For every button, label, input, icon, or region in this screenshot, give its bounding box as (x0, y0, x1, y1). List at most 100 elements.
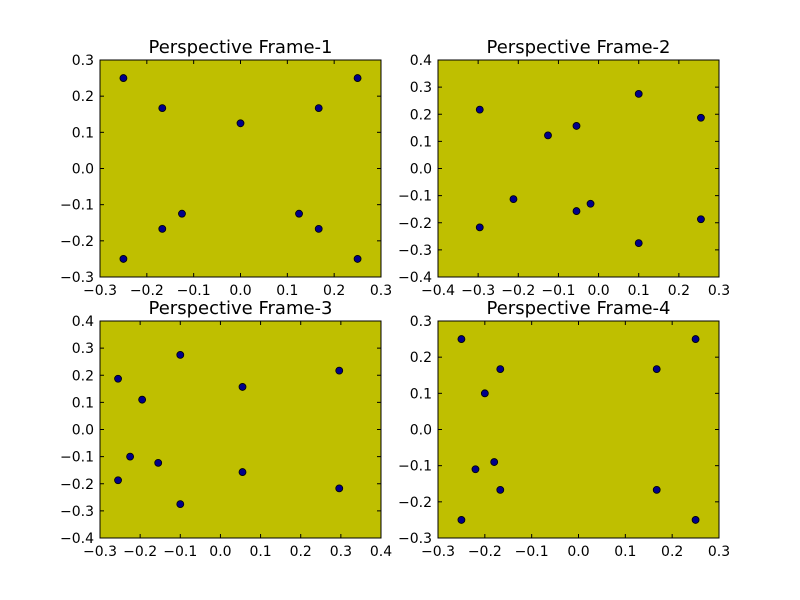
data-point (154, 458, 163, 467)
x-tick-label: −0.4 (421, 283, 455, 299)
data-point (314, 104, 323, 113)
data-point (238, 468, 247, 476)
y-tick-label: 0.2 (72, 89, 94, 105)
axes-frame (99, 320, 382, 539)
x-tick-label: −0.1 (163, 544, 197, 560)
x-tick-label: −0.3 (421, 544, 455, 560)
y-tick-label: 0.0 (410, 162, 432, 178)
x-tick-label: 0.3 (330, 544, 352, 560)
data-point (691, 516, 700, 524)
x-tick-label: 0.2 (290, 544, 312, 560)
data-point (634, 90, 643, 98)
y-tick-label: 0.2 (410, 107, 432, 123)
data-point (457, 516, 466, 524)
data-point (697, 113, 705, 122)
x-tick-label: 0.2 (661, 544, 683, 560)
x-tick-label: −0.2 (123, 544, 157, 560)
data-point (176, 500, 185, 508)
data-point (475, 105, 484, 114)
data-point (586, 199, 595, 208)
data-point (158, 104, 167, 113)
y-tick-label: 0.4 (72, 314, 94, 330)
plot-area (100, 321, 381, 538)
data-point (475, 223, 484, 232)
data-point (697, 215, 705, 224)
x-tick-label: 0.0 (209, 544, 231, 560)
subplot-4: Perspective Frame-4 −0.3 −0.2 −0.1 0.0 0.1 0.2… (398, 298, 730, 560)
y-tick-label: 0.4 (410, 53, 432, 69)
x-tick-label: −0.1 (541, 283, 575, 299)
x-tick-label: 0.1 (628, 283, 650, 299)
y-tick-label: 0.0 (72, 162, 94, 178)
plot-area (100, 60, 381, 277)
y-tick-label: 0.0 (410, 423, 432, 439)
data-point (572, 122, 581, 130)
data-point (335, 484, 344, 493)
y-tick-label: 0.1 (72, 125, 94, 141)
axes-frame (437, 320, 720, 539)
data-point (335, 366, 344, 375)
data-point (480, 389, 489, 398)
x-tick-label: 0.3 (370, 283, 392, 299)
plot-area (438, 321, 719, 538)
data-point (652, 365, 661, 374)
data-point (238, 383, 247, 391)
data-point (544, 131, 552, 140)
y-tick-label: −0.2 (398, 216, 432, 232)
x-tick-label: 0.3 (708, 283, 730, 299)
y-tick-label: 0.3 (72, 341, 94, 357)
x-tick-label: −0.1 (177, 283, 211, 299)
data-point (572, 207, 581, 215)
data-point (295, 209, 303, 218)
data-point (490, 458, 499, 466)
y-tick-label: −0.1 (60, 198, 94, 214)
data-point (652, 485, 661, 494)
data-point (126, 452, 135, 461)
y-tick-label: 0.1 (410, 386, 432, 402)
subplot-title: Perspective Frame-4 (487, 298, 671, 319)
x-tick-label: −0.2 (130, 283, 164, 299)
data-point (158, 224, 167, 233)
data-point (509, 195, 518, 204)
x-tick-label: −0.3 (83, 544, 117, 560)
x-tick-label: −0.3 (461, 283, 495, 299)
x-tick-label: 0.4 (370, 544, 392, 560)
x-tick-label: 0.1 (614, 544, 636, 560)
x-tick-label: 0.0 (229, 283, 251, 299)
x-tick-label: 0.1 (249, 544, 271, 560)
subplot-2: Perspective Frame-2 −0.4 −0.3 −0.2 −0.1 0.0 0.… (398, 37, 730, 299)
y-tick-label: 0.0 (72, 423, 94, 439)
subplot-title: Perspective Frame-3 (149, 298, 333, 319)
axes-frame (99, 59, 382, 278)
x-tick-label: −0.3 (83, 283, 117, 299)
data-point (119, 255, 128, 263)
data-point (114, 374, 122, 383)
y-tick-label: −0.3 (398, 531, 432, 547)
subplot-title: Perspective Frame-2 (487, 37, 671, 58)
data-point (457, 335, 466, 343)
y-tick-label: 0.3 (72, 53, 94, 69)
y-tick-label: −0.2 (60, 477, 94, 493)
subplot-title: Perspective Frame-1 (149, 37, 333, 58)
data-point (496, 485, 505, 494)
subplot-1: Perspective Frame-1 −0.3 −0.2 −0.1 0.0 0.1 0.2… (60, 37, 392, 299)
data-point (176, 351, 185, 359)
x-tick-label: −0.1 (515, 544, 549, 560)
x-tick-label: 0.0 (587, 283, 609, 299)
data-point (119, 74, 128, 82)
x-tick-label: 0.2 (668, 283, 690, 299)
data-point (496, 365, 505, 374)
data-point (314, 224, 323, 233)
x-tick-label: −0.2 (501, 283, 535, 299)
plot-area (438, 60, 719, 277)
y-tick-label: −0.3 (60, 504, 94, 520)
y-tick-label: −0.3 (60, 270, 94, 286)
y-tick-label: −0.4 (60, 531, 94, 547)
subplot-3: Perspective Frame-3 −0.3 −0.2 −0.1 0.0 0.1 0.2… (60, 298, 392, 560)
y-tick-label: 0.3 (410, 314, 432, 330)
y-tick-label: 0.1 (410, 134, 432, 150)
x-tick-label: 0.0 (567, 544, 589, 560)
y-tick-label: −0.3 (398, 243, 432, 259)
y-tick-label: −0.4 (398, 270, 432, 286)
